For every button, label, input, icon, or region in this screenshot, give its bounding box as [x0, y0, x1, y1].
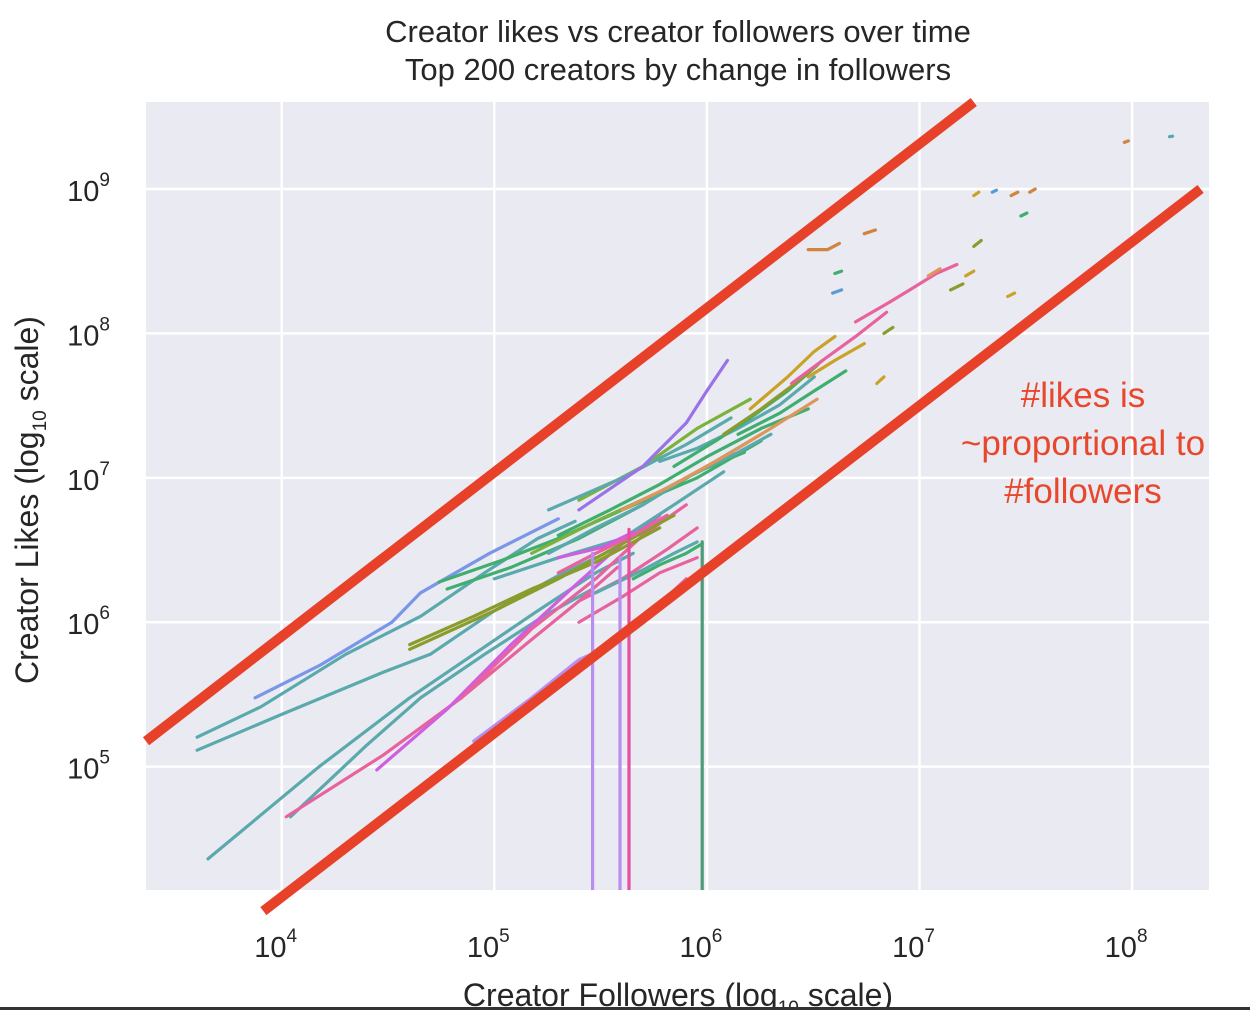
y-axis-label-sub: 10 [30, 410, 51, 431]
y-tick-base-1: 10 [67, 609, 99, 641]
x-tick-label-0: 104 [254, 926, 297, 964]
bottom-rule [0, 1007, 1250, 1010]
y-tick-base-0: 10 [67, 754, 99, 786]
series-line-7 [472, 652, 593, 743]
x-tick-exp-0: 4 [287, 926, 298, 947]
plot-area [146, 102, 1209, 890]
series-line-18 [556, 407, 810, 537]
x-axis-label: Creator Followers (log10 scale) [463, 977, 893, 1010]
x-tick-labels: 104 105 106 107 108 [254, 926, 1147, 964]
y-tick-label-3: 108 [67, 314, 110, 352]
x-tick-base-0: 10 [254, 932, 286, 964]
x-tick-label-1: 105 [467, 926, 510, 964]
series-line-31 [748, 335, 837, 411]
annotation: #likes is ~proportional to #followers [961, 376, 1205, 511]
series-line-1 [195, 519, 577, 739]
reference-line-1 [260, 184, 1204, 916]
series-line-3 [206, 551, 635, 861]
y-axis-label-main: Creator Likes (log [9, 431, 45, 684]
series-line-2 [195, 556, 598, 752]
series-line-32 [736, 369, 848, 436]
y-tick-label-2: 107 [67, 459, 110, 497]
annotation-line-1: #likes is [1021, 376, 1145, 415]
x-tick-exp-1: 5 [499, 926, 510, 947]
x-tick-exp-3: 7 [924, 926, 935, 947]
series-line-44 [964, 269, 976, 278]
y-tick-label-4: 109 [67, 170, 110, 208]
series-line-0 [253, 517, 560, 700]
chart-title-line-1: Creator likes vs creator followers over … [385, 14, 971, 49]
y-tick-exp-0: 5 [99, 748, 110, 769]
x-axis-label-end: scale) [799, 977, 893, 1010]
x-tick-base-1: 10 [467, 932, 499, 964]
series-line-25 [631, 542, 704, 581]
y-axis-label-end: scale) [9, 316, 45, 410]
x-tick-label-4: 108 [1105, 926, 1148, 964]
series-line-40 [882, 325, 895, 335]
series-line-38 [830, 288, 844, 295]
y-tick-base-3: 10 [67, 320, 99, 352]
y-tick-exp-2: 7 [99, 459, 110, 480]
series-line-42 [926, 267, 942, 278]
x-tick-exp-4: 8 [1137, 926, 1148, 947]
series-line-45 [972, 238, 983, 248]
y-tick-label-0: 105 [67, 748, 110, 786]
series-line-33 [789, 310, 889, 386]
series-line-48 [1009, 190, 1020, 198]
x-tick-label-2: 106 [679, 926, 722, 964]
y-tick-label-1: 106 [67, 603, 110, 641]
series-line-52 [1167, 134, 1175, 139]
series-line-29 [620, 397, 819, 512]
series-line-17 [546, 416, 733, 512]
annotation-line-3: #followers [1004, 472, 1162, 511]
y-tick-exp-4: 9 [99, 170, 110, 191]
series-line-43 [948, 282, 965, 292]
series-line-51 [1006, 291, 1017, 299]
series-group [195, 134, 1175, 890]
series-line-35 [806, 342, 866, 379]
x-tick-base-3: 10 [892, 932, 924, 964]
series-line-21 [556, 530, 635, 560]
series-line-47 [990, 188, 999, 194]
series-line-53 [1122, 139, 1130, 144]
series-line-9 [408, 526, 662, 647]
series-line-49 [1028, 187, 1037, 194]
x-tick-base-4: 10 [1105, 932, 1137, 964]
grid-lines [146, 102, 1209, 890]
x-tick-base-2: 10 [679, 932, 711, 964]
y-tick-base-2: 10 [67, 465, 99, 497]
series-line-10 [408, 513, 676, 651]
y-tick-exp-1: 6 [99, 603, 110, 624]
reference-line-0 [142, 98, 977, 746]
y-tick-exp-3: 8 [99, 314, 110, 335]
series-line-14 [546, 432, 773, 555]
series-line-39 [833, 269, 844, 276]
y-axis-label: Creator Likes (log10 scale) [9, 316, 51, 684]
series-line-37 [862, 228, 878, 236]
reference-lines-group [142, 98, 1204, 916]
series-line-20 [556, 513, 669, 575]
chart-title-line-2: Top 200 creators by change in followers [405, 52, 951, 87]
series-line-36 [806, 241, 842, 252]
y-tick-base-4: 10 [67, 176, 99, 208]
series-line-5 [284, 565, 620, 819]
series-line-41 [875, 375, 886, 386]
series-line-19 [577, 358, 730, 512]
x-tick-exp-2: 6 [712, 926, 723, 947]
x-tick-label-3: 107 [892, 926, 935, 964]
series-line-23 [577, 556, 699, 624]
series-line-46 [972, 190, 981, 198]
series-line-50 [1019, 211, 1029, 218]
series-line-34 [853, 262, 959, 324]
annotation-line-2: ~proportional to [961, 424, 1205, 463]
series-line-27 [658, 375, 816, 463]
x-axis-label-main: Creator Followers (log [463, 977, 778, 1010]
